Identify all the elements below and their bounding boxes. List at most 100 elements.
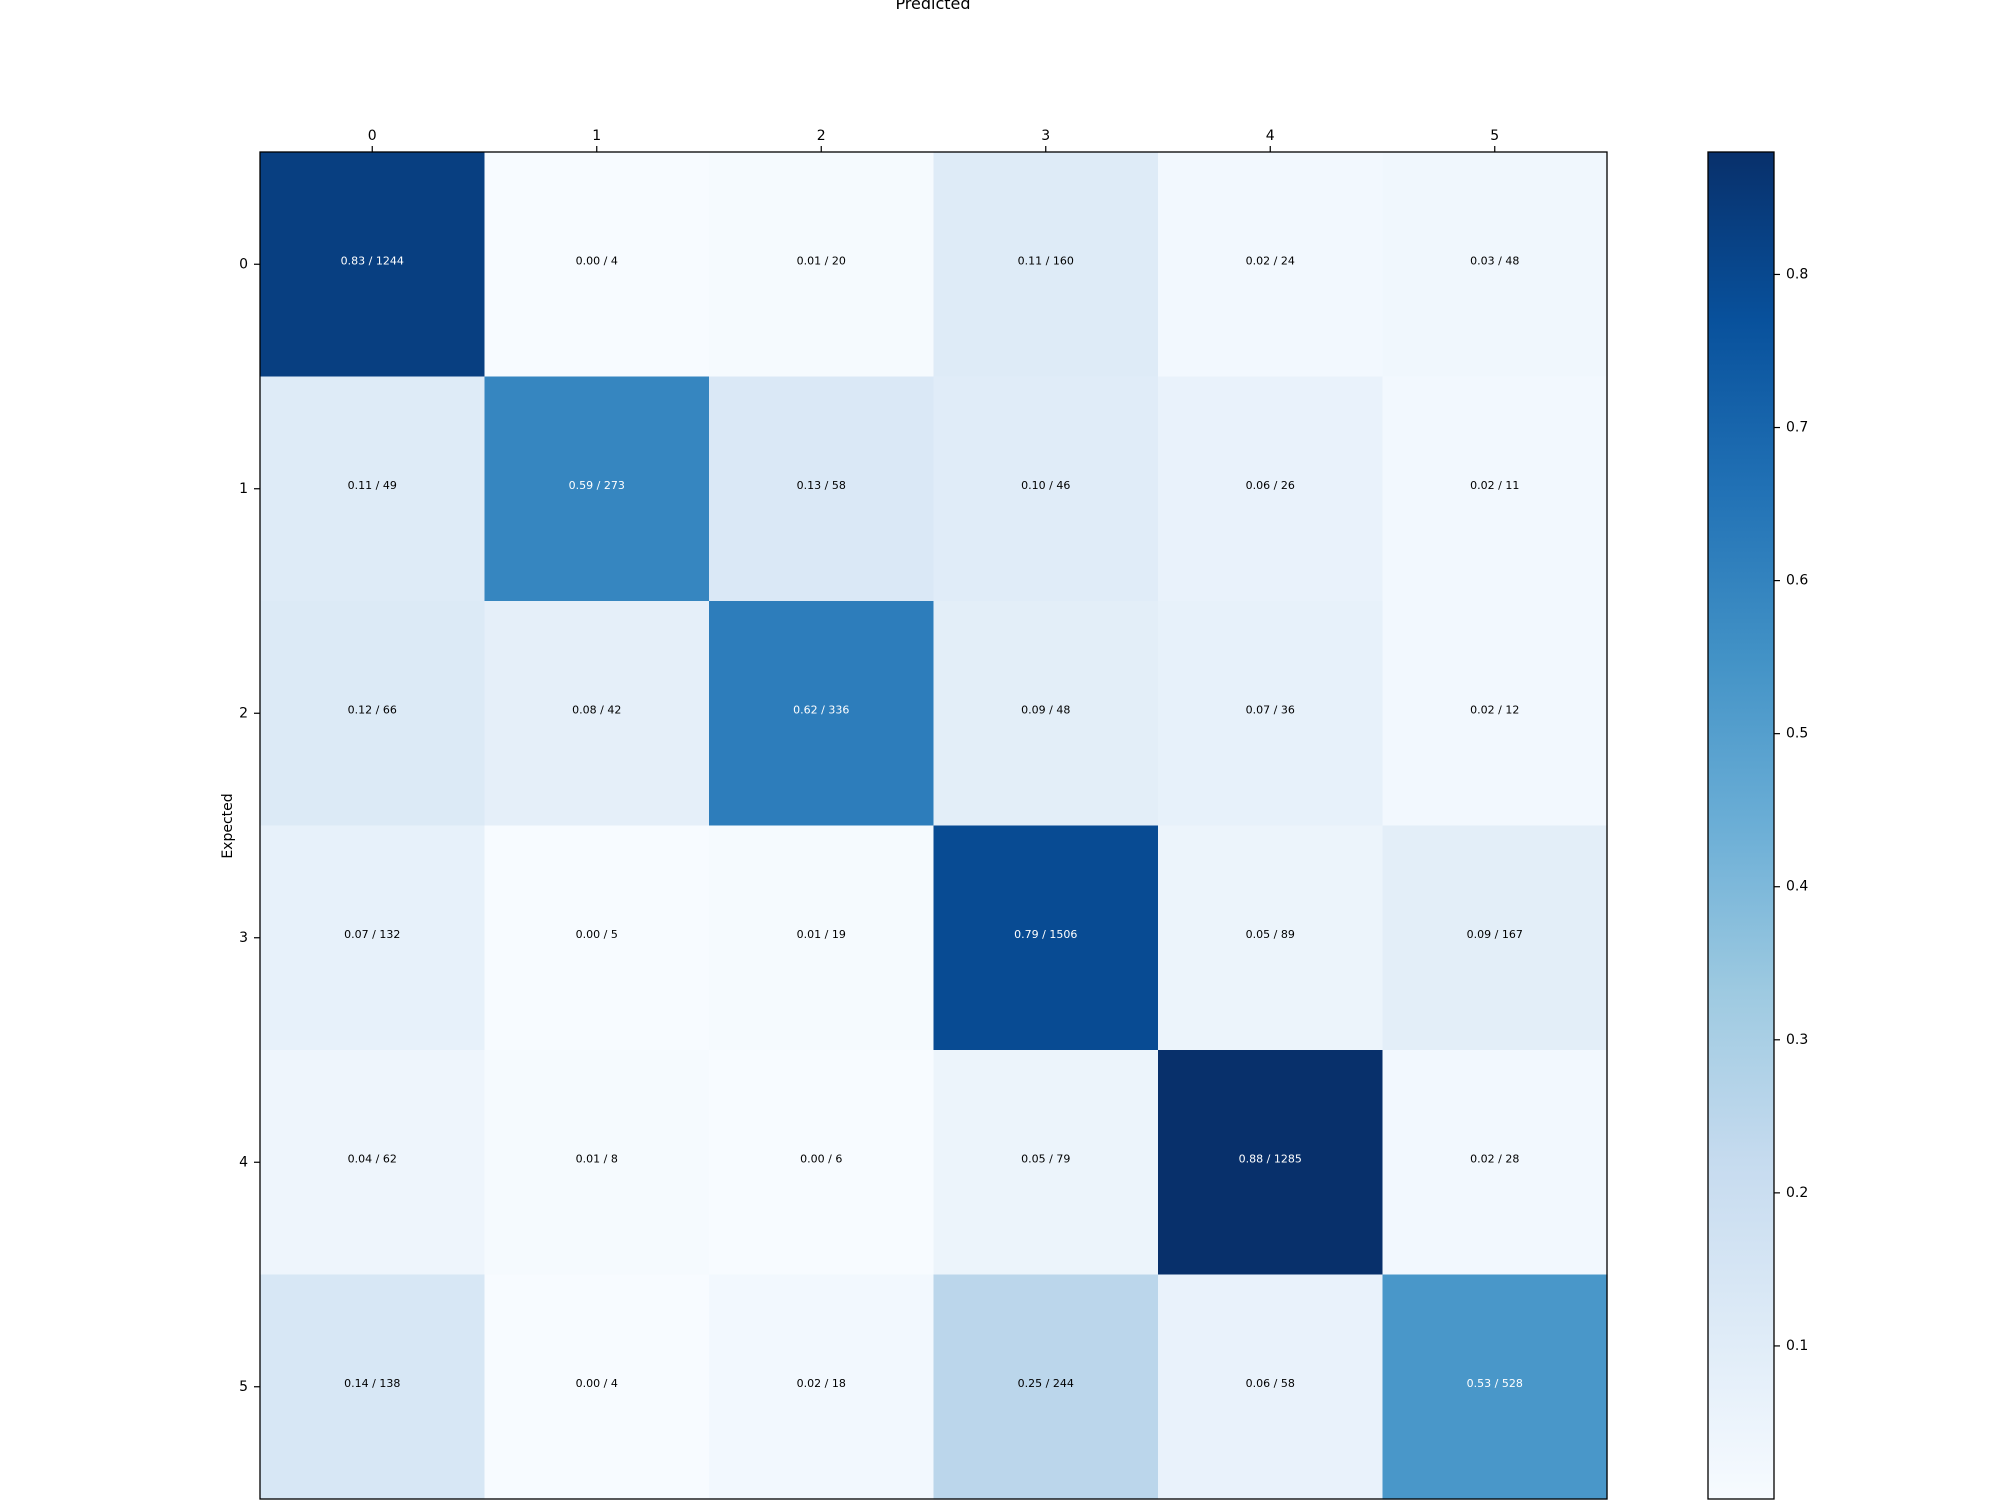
- x-axis-title: Predicted: [895, 0, 970, 13]
- heatmap-cell-r5-c1: [484, 1274, 710, 1500]
- heatmap-cell-r2-c4: [1158, 601, 1384, 827]
- heatmap-cell-r1-c5: [1382, 376, 1608, 602]
- heatmap-cell-r3-c1: [484, 825, 710, 1051]
- heatmap-cell-r4-c2: [709, 1050, 935, 1276]
- heatmap-cell-label: 0.08 / 42: [572, 703, 621, 716]
- heatmap-cell-r5-c5: [1382, 1274, 1608, 1500]
- heatmap-cell-r3-c2: [709, 825, 935, 1051]
- x-tick-label: 0: [368, 128, 377, 144]
- heatmap-cell-r4-c4: [1158, 1050, 1384, 1276]
- heatmap-cell-label: 0.05 / 89: [1246, 928, 1295, 941]
- heatmap-cell-r2-c5: [1382, 601, 1608, 827]
- colorbar-tick-label: 0.2: [1786, 1185, 1808, 1201]
- colorbar-tick-label: 0.7: [1786, 420, 1808, 436]
- x-tick-label: 2: [817, 128, 826, 144]
- heatmap-cell-label: 0.00 / 6: [800, 1152, 842, 1165]
- heatmap-cell-label: 0.06 / 58: [1246, 1377, 1295, 1390]
- heatmap-cell-r0-c2: [709, 152, 935, 378]
- heatmap-cell-label: 0.09 / 167: [1467, 928, 1523, 941]
- heatmap-cell-r0-c3: [933, 152, 1159, 378]
- heatmap-cell-r1-c0: [260, 376, 486, 602]
- y-tick-label: 3: [239, 930, 248, 946]
- x-tick-label: 3: [1041, 128, 1050, 144]
- colorbar-tick-label: 0.5: [1786, 726, 1808, 742]
- x-axis-ticks: 0 1 2 3 4 5: [368, 128, 1499, 152]
- heatmap-cell-label: 0.09 / 48: [1021, 703, 1070, 716]
- heatmap-cell-label: 0.83 / 1244: [341, 254, 404, 267]
- y-tick-label: 2: [239, 705, 248, 721]
- heatmap-cell-r4-c5: [1382, 1050, 1608, 1276]
- colorbar-tick-label: 0.8: [1786, 266, 1808, 282]
- heatmap-cell-r0-c0: [260, 152, 486, 378]
- heatmap-cell-label: 0.13 / 58: [797, 479, 846, 492]
- heatmap-cell-label: 0.01 / 20: [797, 254, 846, 267]
- colorbar-tick-label: 0.3: [1786, 1032, 1808, 1048]
- heatmap-cell-label: 0.00 / 5: [576, 928, 618, 941]
- heatmap-cell-label: 0.02 / 24: [1246, 254, 1295, 267]
- heatmap-cell-r1-c3: [933, 376, 1159, 602]
- heatmap-cell-label: 0.88 / 1285: [1239, 1152, 1302, 1165]
- heatmap-cell-label: 0.05 / 79: [1021, 1152, 1070, 1165]
- heatmap-cell-label: 0.10 / 46: [1021, 479, 1070, 492]
- heatmap-cell-r2-c0: [260, 601, 486, 827]
- heatmap-cell-label: 0.07 / 132: [344, 928, 400, 941]
- colorbar: [1707, 151, 1775, 1500]
- heatmap-cell-r1-c4: [1158, 376, 1384, 602]
- heatmap-cell-label: 0.06 / 26: [1246, 479, 1295, 492]
- heatmap-cell-label: 0.11 / 160: [1018, 254, 1074, 267]
- heatmap-cell-r3-c5: [1382, 825, 1608, 1051]
- heatmap-cell-label: 0.62 / 336: [793, 703, 849, 716]
- heatmap-cell-r5-c4: [1158, 1274, 1384, 1500]
- heatmap-cell-label: 0.00 / 4: [576, 254, 618, 267]
- heatmap-cell-label: 0.11 / 49: [348, 479, 397, 492]
- heatmap-cell-r0-c5: [1382, 152, 1608, 378]
- heatmap-cell-label: 0.02 / 18: [797, 1377, 846, 1390]
- heatmap-cell-label: 0.02 / 12: [1470, 703, 1519, 716]
- heatmap-cell-r2-c2: [709, 601, 935, 827]
- y-axis-title: Expected: [220, 793, 236, 858]
- x-tick-label: 4: [1266, 128, 1275, 144]
- heatmap-cell-label: 0.03 / 48: [1470, 254, 1519, 267]
- heatmap-cell-r5-c0: [260, 1274, 486, 1500]
- heatmap-cell-label: 0.12 / 66: [348, 703, 397, 716]
- colorbar-tick-label: 0.1: [1786, 1338, 1808, 1354]
- heatmap-cell-label: 0.14 / 138: [344, 1377, 400, 1390]
- colorbar-tick-label: 0.6: [1786, 573, 1808, 589]
- heatmap-cell-label: 0.07 / 36: [1246, 703, 1295, 716]
- heatmap-cells: [260, 152, 1608, 1500]
- heatmap-cell-r4-c0: [260, 1050, 486, 1276]
- heatmap-cell-r2-c3: [933, 601, 1159, 827]
- heatmap-cell-label: 0.53 / 528: [1467, 1377, 1523, 1390]
- heatmap-cell-r0-c4: [1158, 152, 1384, 378]
- heatmap-cell-label: 0.02 / 11: [1470, 479, 1519, 492]
- heatmap-cell-labels: 0.83 / 1244 0.00 / 4 0.01 / 20 0.11 / 160 0.…: [341, 254, 1523, 1390]
- heatmap-cell-r3-c3: [933, 825, 1159, 1051]
- y-tick-label: 0: [239, 256, 248, 272]
- y-tick-label: 1: [239, 481, 248, 497]
- heatmap-cell-r3-c4: [1158, 825, 1384, 1051]
- y-tick-label: 4: [239, 1154, 248, 1170]
- heatmap-cell-label: 0.59 / 273: [569, 479, 625, 492]
- heatmap-cell-label: 0.01 / 19: [797, 928, 846, 941]
- heatmap-cell-r3-c0: [260, 825, 486, 1051]
- heatmap-cell-label: 0.02 / 28: [1470, 1152, 1519, 1165]
- plot-frame: [259, 151, 1608, 1500]
- x-tick-label: 1: [592, 128, 601, 144]
- heatmap-cell-label: 0.04 / 62: [348, 1152, 397, 1165]
- heatmap-cell-label: 0.25 / 244: [1018, 1377, 1074, 1390]
- heatmap-cell-r1-c1: [484, 376, 710, 602]
- heatmap-cell-r4-c3: [933, 1050, 1159, 1276]
- heatmap-cell-label: 0.01 / 8: [576, 1152, 618, 1165]
- x-tick-label: 5: [1490, 128, 1499, 144]
- colorbar-tick-label: 0.4: [1786, 879, 1808, 895]
- colorbar-ticks: 0.1 0.2 0.3 0.4 0.5 0.6 0.7 0.8: [1774, 266, 1808, 1354]
- heatmap-cell-r1-c2: [709, 376, 935, 602]
- y-axis-ticks: 0 1 2 3 4 5: [239, 256, 260, 1395]
- y-tick-label: 5: [239, 1379, 248, 1395]
- heatmap-cell-r5-c3: [933, 1274, 1159, 1500]
- heatmap-cell-label: 0.79 / 1506: [1014, 928, 1077, 941]
- heatmap-cell-r4-c1: [484, 1050, 710, 1276]
- heatmap-cell-r2-c1: [484, 601, 710, 827]
